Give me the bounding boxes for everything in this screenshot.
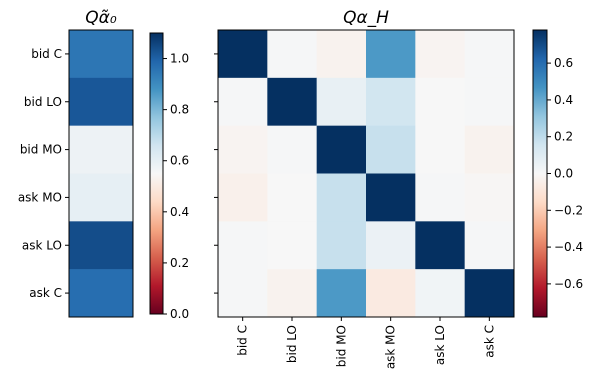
right-colorbar-label-0: −0.6 bbox=[554, 277, 583, 291]
left-heatmap-cells bbox=[69, 30, 133, 318]
right-cell-3-4 bbox=[415, 173, 465, 222]
right-colorbar-label-6: 0.6 bbox=[554, 56, 573, 70]
right-cell-4-4 bbox=[415, 221, 465, 270]
right-cell-2-0 bbox=[218, 125, 268, 174]
right-colorbar-gradient bbox=[532, 29, 548, 318]
right-cell-3-0 bbox=[218, 173, 268, 222]
right-column-label-5: ask C bbox=[482, 325, 496, 358]
left-cell-2 bbox=[69, 125, 133, 174]
right-cell-0-0 bbox=[218, 30, 268, 79]
left-colorbar-gradient bbox=[149, 32, 164, 315]
right-heatmap-panel: Qα_H bid C bid LO bid MO ask MO ask LO ask C bbox=[214, 8, 515, 369]
right-cell-2-3 bbox=[366, 125, 416, 174]
right-cell-5-0 bbox=[218, 269, 268, 318]
left-heatmap-row-labels: bid C bid LO bid MO ask MO ask LO ask C bbox=[18, 47, 69, 300]
right-cell-1-5 bbox=[464, 77, 515, 126]
right-colorbar: −0.6 −0.4 −0.2 0.0 0.2 0.4 0.6 bbox=[532, 29, 583, 318]
left-cell-5 bbox=[69, 269, 133, 318]
left-cell-0 bbox=[69, 30, 133, 79]
left-colorbar-label-1: 0.2 bbox=[170, 256, 189, 270]
right-cell-1-4 bbox=[415, 77, 465, 126]
right-cell-0-4 bbox=[415, 30, 465, 79]
left-cell-1 bbox=[69, 77, 133, 126]
right-cell-4-1 bbox=[267, 221, 317, 270]
right-cell-3-1 bbox=[267, 173, 317, 222]
right-cell-2-4 bbox=[415, 125, 465, 174]
right-cell-0-2 bbox=[316, 30, 367, 79]
right-cell-5-1 bbox=[267, 269, 317, 318]
right-colorbar-label-1: −0.4 bbox=[554, 240, 583, 254]
right-colorbar-label-3: 0.0 bbox=[554, 167, 573, 181]
right-cell-4-0 bbox=[218, 221, 268, 270]
right-cell-5-5 bbox=[464, 269, 515, 318]
left-row-label-2: bid MO bbox=[20, 143, 62, 157]
right-column-label-4: ask LO bbox=[433, 325, 447, 365]
left-cell-4 bbox=[69, 221, 133, 270]
right-cell-2-1 bbox=[267, 125, 317, 174]
right-cell-3-5 bbox=[464, 173, 515, 222]
right-cell-0-3 bbox=[366, 30, 416, 79]
right-cell-4-3 bbox=[366, 221, 416, 270]
right-cell-1-3 bbox=[366, 77, 416, 126]
right-heatmap-title: Qα_H bbox=[343, 8, 389, 28]
right-heatmap-frame bbox=[217, 29, 515, 318]
left-row-label-5: ask C bbox=[29, 286, 62, 300]
right-column-label-3: ask MO bbox=[384, 325, 398, 369]
right-colorbar-label-4: 0.2 bbox=[554, 130, 573, 144]
right-heatmap-row-ticks bbox=[214, 53, 218, 294]
left-colorbar: 0.0 0.2 0.4 0.6 0.8 1.0 bbox=[149, 32, 189, 321]
right-colorbar-ticks: −0.6 −0.4 −0.2 0.0 0.2 0.4 0.6 bbox=[547, 56, 583, 291]
right-cell-5-2 bbox=[316, 269, 367, 318]
left-colorbar-ticks: 0.0 0.2 0.4 0.6 0.8 1.0 bbox=[163, 52, 189, 321]
right-colorbar-label-2: −0.2 bbox=[554, 203, 583, 217]
left-colorbar-label-5: 1.0 bbox=[170, 52, 189, 66]
left-colorbar-label-3: 0.6 bbox=[170, 154, 189, 168]
left-colorbar-label-2: 0.4 bbox=[170, 205, 189, 219]
right-column-label-2: bid MO bbox=[334, 325, 348, 367]
left-row-label-4: ask LO bbox=[22, 238, 62, 252]
right-cell-5-3 bbox=[366, 269, 416, 318]
right-cell-0-1 bbox=[267, 30, 317, 79]
left-cell-3 bbox=[69, 173, 133, 222]
left-heatmap-panel: Qα̃₀ bid C bid LO bid MO ask MO ask LO ask C bbox=[18, 8, 134, 318]
right-cell-2-2 bbox=[316, 125, 367, 174]
right-column-label-0: bid C bbox=[236, 325, 250, 356]
right-heatmap-cells bbox=[218, 30, 515, 318]
left-row-label-0: bid C bbox=[31, 47, 62, 61]
right-cell-1-2 bbox=[316, 77, 367, 126]
right-cell-3-2 bbox=[316, 173, 367, 222]
right-cell-0-5 bbox=[464, 30, 515, 79]
right-colorbar-label-5: 0.4 bbox=[554, 93, 573, 107]
right-cell-2-5 bbox=[464, 125, 515, 174]
left-colorbar-label-0: 0.0 bbox=[170, 307, 189, 321]
left-colorbar-label-4: 0.8 bbox=[170, 103, 189, 117]
left-row-label-3: ask MO bbox=[18, 190, 62, 204]
right-cell-5-4 bbox=[415, 269, 465, 318]
right-cell-1-0 bbox=[218, 77, 268, 126]
left-heatmap-frame bbox=[68, 29, 134, 318]
right-cell-4-2 bbox=[316, 221, 367, 270]
right-heatmap-column-labels: bid C bid LO bid MO ask MO ask LO ask C bbox=[236, 317, 496, 369]
left-heatmap-title: Qα̃₀ bbox=[85, 8, 117, 28]
right-cell-4-5 bbox=[464, 221, 515, 270]
right-cell-1-1 bbox=[267, 77, 317, 126]
right-cell-3-3 bbox=[366, 173, 416, 222]
left-row-label-1: bid LO bbox=[24, 95, 62, 109]
right-column-label-1: bid LO bbox=[285, 325, 299, 363]
